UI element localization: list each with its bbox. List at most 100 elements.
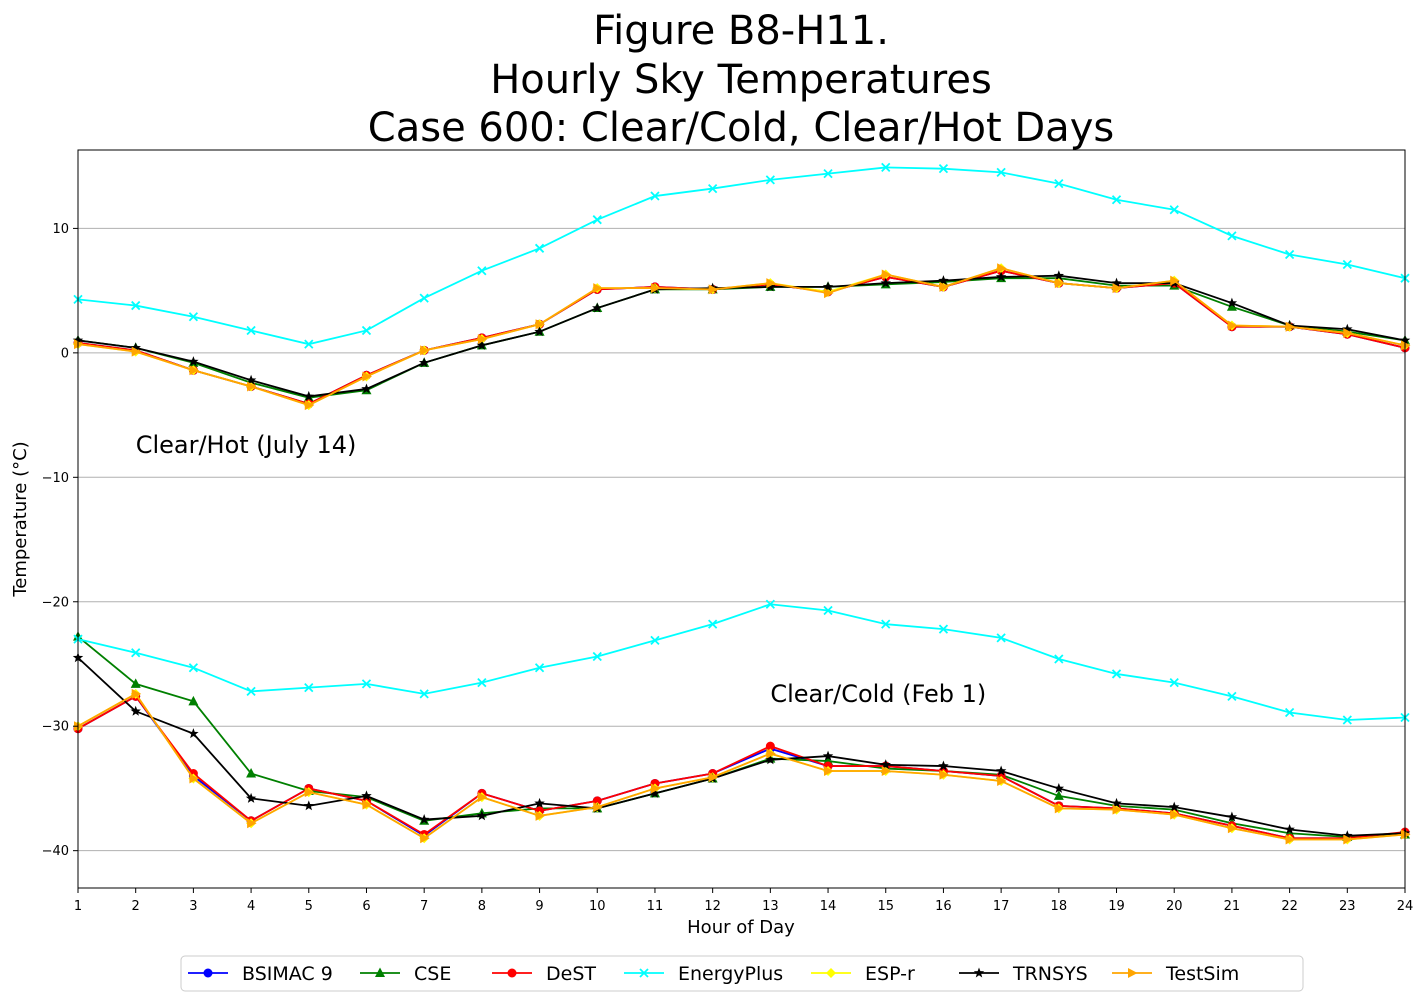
legend-label: DeST: [546, 963, 596, 985]
x-tick-label: 16: [935, 899, 952, 914]
data-point: [304, 339, 314, 349]
x-tick-label: 15: [877, 899, 894, 914]
data-point: [1053, 270, 1065, 281]
data-point: [1227, 823, 1238, 834]
x-tick-label: 18: [1051, 899, 1068, 914]
data-point: [418, 814, 430, 824]
data-point: [188, 728, 199, 739]
data-point: [881, 619, 891, 629]
data-point: [1169, 205, 1179, 215]
data-point: [592, 302, 603, 313]
data-point: [534, 663, 545, 673]
data-point: [418, 357, 430, 368]
data-point: [650, 191, 660, 201]
data-point: [1401, 829, 1411, 840]
data-point: [938, 760, 949, 771]
data-point: [188, 312, 199, 322]
data-point: [361, 790, 372, 801]
series-cse: [73, 272, 1410, 841]
data-point: [74, 339, 84, 350]
data-point: [131, 648, 141, 658]
data-point: [1170, 275, 1180, 286]
data-point: [1053, 790, 1064, 800]
legend-label: TestSim: [1165, 963, 1239, 985]
data-point: [1054, 803, 1065, 814]
chart-title-line-2: Hourly Sky Temperatures: [490, 57, 992, 103]
chart-title: Figure B8-H11. Hourly Sky Temperatures C…: [368, 8, 1114, 151]
series-line-cold: [77, 692, 1406, 841]
y-tick-label: 10: [52, 222, 69, 237]
data-point: [881, 766, 892, 777]
legend: BSIMAC 9 CSE DeST EnergyPlus ESP-r TRNSYS Test…: [180, 955, 1304, 992]
data-point: [246, 325, 256, 336]
x-tick-label: 14: [820, 899, 837, 914]
data-point: [939, 281, 949, 292]
series-testsim: [74, 263, 1411, 845]
legend-label: ESP-r: [865, 963, 915, 985]
x-tick-label: 1: [74, 899, 82, 914]
y-tick-label: 0: [61, 346, 69, 361]
legend-frame: [180, 955, 1304, 992]
x-tick-label: 19: [1108, 899, 1125, 914]
data-point: [880, 277, 891, 288]
data-point: [1111, 195, 1122, 205]
data-point: [1285, 321, 1296, 332]
legend-label: CSE: [414, 963, 451, 985]
data-point: [1343, 327, 1353, 338]
data-point: [765, 599, 775, 609]
data-point: [995, 271, 1007, 282]
data-point: [131, 300, 141, 311]
data-point: [303, 390, 315, 401]
x-tick-label: 5: [305, 899, 313, 914]
data-point: [246, 686, 256, 697]
data-point: [131, 346, 142, 357]
data-point: [1342, 715, 1352, 725]
data-point: [1111, 277, 1122, 288]
x-tick-label: 8: [478, 899, 486, 914]
data-point: [592, 651, 602, 662]
data-point: [188, 695, 199, 706]
data-point: [74, 721, 84, 732]
data-point: [824, 766, 834, 777]
legend-marker: [826, 968, 836, 978]
data-point: [650, 635, 660, 645]
legend-item-testsim: TestSim: [1112, 963, 1239, 985]
data-point: [188, 663, 199, 673]
data-point: [823, 169, 833, 179]
x-tick-label: 10: [589, 899, 606, 914]
data-point: [362, 371, 372, 382]
data-point: [1226, 297, 1238, 308]
data-point: [1284, 707, 1295, 718]
legend-item-esp-r: ESP-r: [811, 963, 915, 985]
data-point: [361, 383, 372, 394]
data-point: [1169, 678, 1179, 688]
chart-title-line-3: Case 600: Clear/Cold, Clear/Hot Days: [368, 105, 1114, 151]
x-tick-label: 9: [535, 899, 543, 914]
data-point: [131, 688, 142, 699]
x-tick-label: 2: [132, 899, 140, 914]
legend-item-cse: CSE: [360, 963, 451, 985]
data-point: [650, 783, 661, 794]
legend-marker: [203, 968, 213, 978]
data-point: [535, 319, 546, 330]
x-tick-label: 11: [647, 899, 664, 914]
data-point: [1342, 323, 1353, 334]
data-point: [534, 326, 545, 337]
data-point: [304, 787, 315, 798]
y-axis-label: Temperature (°C): [10, 441, 31, 597]
x-tick-label: 13: [762, 899, 779, 914]
x-tick-label: 12: [704, 899, 721, 914]
x-tick-label: 21: [1224, 899, 1241, 914]
data-point: [938, 624, 949, 634]
data-point: [304, 682, 314, 693]
data-point: [708, 772, 719, 783]
data-point: [938, 164, 949, 174]
data-point: [1111, 797, 1122, 808]
data-point: [997, 775, 1007, 786]
legend-marker: [1128, 968, 1138, 978]
data-point: [765, 281, 776, 292]
series-line-hot: [77, 277, 1406, 399]
series-line-hot: [77, 267, 1406, 407]
data-point: [765, 741, 775, 751]
data-point: [939, 769, 949, 780]
